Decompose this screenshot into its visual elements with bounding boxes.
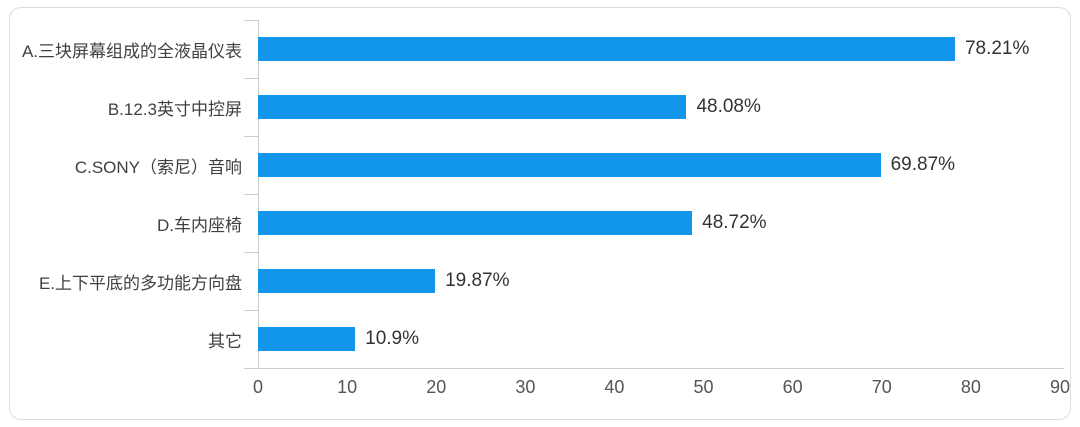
- x-axis-tick-label: 70: [871, 377, 892, 397]
- chart-row: 其它 10.9%: [0, 310, 1080, 368]
- bar: [258, 95, 687, 119]
- chart-row: B.12.3英寸中控屏 48.08%: [0, 78, 1080, 136]
- bar: [258, 327, 356, 351]
- category-label: E.上下平底的多功能方向盘: [38, 273, 242, 293]
- bar-track: 19.87%: [258, 269, 1060, 293]
- x-axis-tick-label: 40: [604, 377, 625, 397]
- category-boundary-tick: [244, 78, 258, 79]
- category-boundary-tick: [244, 252, 258, 253]
- bar: [258, 153, 881, 177]
- x-axis-line: [244, 368, 1064, 369]
- category-label: A.三块屏幕组成的全液晶仪表: [21, 41, 242, 61]
- chart-row: A.三块屏幕组成的全液晶仪表 78.21%: [0, 20, 1080, 78]
- x-axis-tick-label: 20: [426, 377, 447, 397]
- bar-track: 48.72%: [258, 211, 1060, 235]
- value-label: 48.72%: [702, 212, 767, 233]
- x-axis-tick-label: 80: [960, 377, 981, 397]
- category-boundary-tick: [244, 310, 258, 311]
- x-axis-tick-label: 0: [252, 377, 264, 397]
- value-label: 10.9%: [365, 328, 419, 349]
- y-axis-line: [258, 20, 259, 369]
- category-label: B.12.3英寸中控屏: [107, 99, 242, 119]
- chart-row: E.上下平底的多功能方向盘 19.87%: [0, 252, 1080, 310]
- category-label: C.SONY（索尼）音响: [74, 157, 242, 177]
- x-axis-tick-label: 50: [693, 377, 714, 397]
- x-axis-tick-label: 90: [1049, 377, 1071, 397]
- value-label: 69.87%: [890, 154, 956, 175]
- category-label: D.车内座椅: [157, 215, 242, 235]
- chart-rows: A.三块屏幕组成的全液晶仪表 78.21% B.12.3英寸中控屏 48.08%…: [0, 20, 1080, 368]
- value-label: 19.87%: [445, 270, 510, 291]
- x-axis-tick-label: 10: [337, 377, 358, 397]
- x-axis-tick-label: 60: [782, 377, 803, 397]
- bar-track: 78.21%: [258, 37, 1060, 61]
- category-boundary-tick: [244, 194, 258, 195]
- category-boundary-tick: [244, 20, 258, 21]
- value-label: 48.08%: [696, 96, 761, 117]
- bar-track: 48.08%: [258, 95, 1060, 119]
- value-label: 78.21%: [964, 38, 1030, 59]
- category-boundary-tick: [244, 136, 258, 137]
- chart-row: D.车内座椅 48.72%: [0, 194, 1080, 252]
- chart-row: C.SONY（索尼）音响 69.87%: [0, 136, 1080, 194]
- bar: [258, 269, 436, 293]
- bar: [258, 211, 693, 235]
- category-label: 其它: [208, 331, 242, 351]
- bar-track: 69.87%: [258, 153, 1060, 177]
- x-axis-tick-label: 30: [515, 377, 536, 397]
- bar: [258, 37, 955, 61]
- bar-track: 10.9%: [258, 327, 1060, 351]
